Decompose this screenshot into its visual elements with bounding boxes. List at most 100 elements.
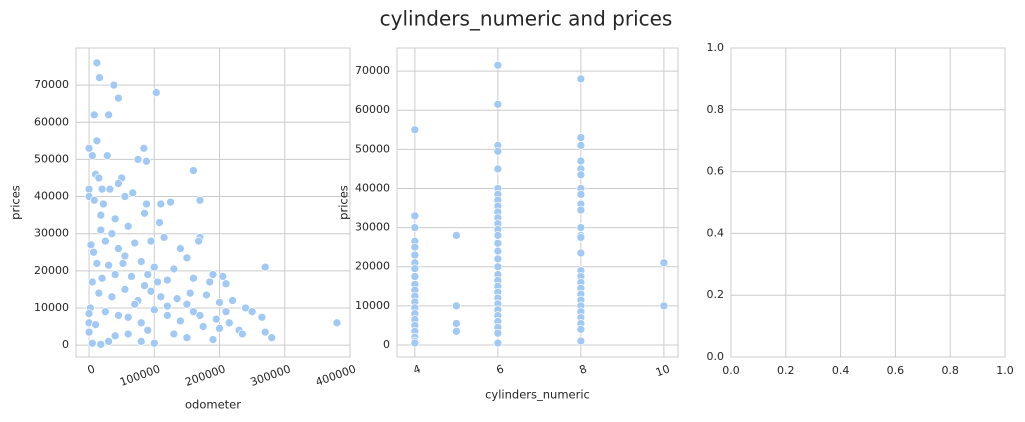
scatter-point xyxy=(120,285,130,294)
scatter-point xyxy=(410,211,420,221)
subplot: 0 100000 200000 300000 400000 0 10000 20000 3000… xyxy=(9,47,358,412)
scatter-point xyxy=(130,238,140,248)
scatter-point xyxy=(156,199,166,209)
x-tick-label: 4 xyxy=(412,362,423,377)
scatter-point xyxy=(493,262,503,272)
scatter-point xyxy=(109,80,119,90)
scatter-point xyxy=(99,199,108,209)
scatter-point xyxy=(133,155,143,164)
scatter-point xyxy=(151,88,161,97)
scatter-point xyxy=(228,296,237,305)
scatter-point xyxy=(123,312,133,322)
x-tick-label: 100000 xyxy=(118,362,162,389)
scatter-point xyxy=(95,73,104,83)
scatter-point xyxy=(659,301,669,311)
scatter-point xyxy=(452,319,461,328)
scatter-point xyxy=(97,184,107,194)
scatter-point xyxy=(247,307,257,317)
scatter-point xyxy=(101,307,110,317)
y-tick-label: 20000 xyxy=(355,260,390,273)
y-tick-label: 40000 xyxy=(34,190,69,203)
scatter-point xyxy=(89,247,98,257)
scatter-point xyxy=(576,133,586,142)
scatter-point xyxy=(332,318,342,328)
scatter-point xyxy=(110,331,120,341)
y-tick-label: 0 xyxy=(383,338,390,351)
scatter-point xyxy=(162,301,172,311)
scatter-point xyxy=(493,231,503,240)
scatter-point xyxy=(110,214,120,224)
scatter-point xyxy=(493,60,503,70)
scatter-point xyxy=(118,259,128,268)
scatter-point xyxy=(410,264,420,274)
scatter-point xyxy=(208,335,218,344)
scatter-point xyxy=(128,188,138,198)
scatter-point xyxy=(104,337,113,346)
scatter-point xyxy=(452,301,461,311)
scatter-point xyxy=(493,338,503,348)
scatter-point xyxy=(149,305,159,315)
y-tick-label: 10000 xyxy=(355,299,390,312)
scatter-point xyxy=(189,166,198,175)
scatter-point xyxy=(166,197,175,207)
scatter-point xyxy=(159,233,169,242)
scatter-point xyxy=(84,143,94,153)
scatter-point xyxy=(127,272,136,281)
scatter-point xyxy=(94,173,104,183)
scatter-point xyxy=(114,93,123,103)
scatter-point xyxy=(410,338,420,348)
scatter-point xyxy=(576,336,586,346)
x-tick-label: 0.6 xyxy=(887,364,905,377)
scatter-point xyxy=(84,184,94,194)
y-tick-label: 0.2 xyxy=(707,288,725,301)
y-tick-label: 30000 xyxy=(355,221,390,234)
scatter-point xyxy=(153,277,162,287)
scatter-point xyxy=(84,327,94,337)
scatter-point xyxy=(576,223,586,232)
scatter-point xyxy=(94,288,104,298)
y-tick-label: 20000 xyxy=(34,264,69,277)
scatter-point xyxy=(176,316,185,326)
scatter-point xyxy=(120,251,130,261)
scatter-point xyxy=(493,238,503,248)
scatter-point xyxy=(169,329,179,339)
y-axis-label: prices xyxy=(337,185,351,220)
scatter-point xyxy=(143,270,153,279)
axes-frame xyxy=(396,47,679,358)
scatter-point xyxy=(185,288,195,298)
figure-title: cylinders_numeric and prices xyxy=(380,7,673,31)
scatter-point xyxy=(86,240,96,250)
x-tick-label: 0.0 xyxy=(722,364,740,377)
y-tick-label: 30000 xyxy=(34,227,69,240)
scatter-point xyxy=(205,277,215,287)
x-axis-label: odometer xyxy=(185,398,241,412)
x-axis-label: cylinders_numeric xyxy=(485,388,590,402)
scatter-point xyxy=(410,242,420,252)
scatter-point xyxy=(659,258,669,268)
scatter-point xyxy=(92,58,102,68)
scatter-point xyxy=(96,210,106,220)
y-tick-label: 0.6 xyxy=(707,165,725,178)
x-tick-label: 0.8 xyxy=(941,364,959,377)
scatter-point xyxy=(576,189,586,199)
scatter-point xyxy=(195,195,205,205)
subplot: 0.0 0.2 0.4 0.6 0.8 1.0 0.0 0.2 0.4 0.6 0.8 1.0 xyxy=(707,41,1014,377)
scatter-point xyxy=(139,143,149,153)
scatter-point xyxy=(576,156,586,166)
scatter-point xyxy=(96,340,106,349)
scatter-point xyxy=(576,74,586,84)
scatter-point xyxy=(136,337,146,346)
scatter-point xyxy=(89,195,99,205)
y-axis-label: prices xyxy=(9,185,23,220)
y-tick-label: 60000 xyxy=(355,103,390,116)
scatter-point xyxy=(410,250,420,260)
scatter-point xyxy=(114,311,123,320)
scatter-point xyxy=(267,333,277,343)
y-tick-label: 10000 xyxy=(34,301,69,314)
x-tick-label: 0.4 xyxy=(832,364,850,377)
y-tick-label: 70000 xyxy=(355,64,390,77)
scatter-point xyxy=(172,294,182,304)
scatter-point xyxy=(410,272,420,281)
y-tick-label: 50000 xyxy=(34,152,69,165)
x-tick-label: 400000 xyxy=(314,362,358,389)
